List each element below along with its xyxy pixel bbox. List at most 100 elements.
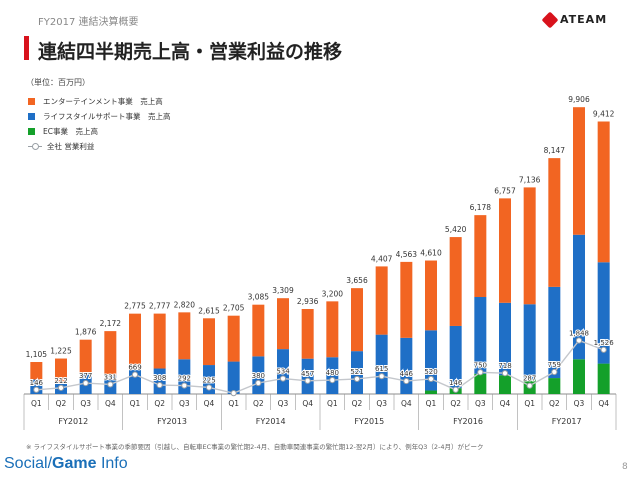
legend-item-ec: EC事業 売上高 bbox=[28, 124, 171, 139]
bar-segment-1-q12 bbox=[326, 357, 339, 394]
page-title: 連結四半期売上高・営業利益の推移 bbox=[38, 41, 343, 63]
bar-segment-1-q18 bbox=[474, 297, 487, 374]
total-label: 3,309 bbox=[272, 286, 294, 295]
bar-segment-1-q19 bbox=[499, 302, 511, 376]
bar-segment-2-q0 bbox=[30, 362, 43, 380]
operating-profit-label: 212 bbox=[54, 377, 67, 385]
quarter-tick-label: Q3 bbox=[278, 399, 289, 408]
bar-segment-2-q16 bbox=[425, 260, 437, 331]
total-label: 8,147 bbox=[544, 146, 566, 155]
bar-segment-1-q20 bbox=[523, 304, 536, 380]
operating-profit-point bbox=[107, 381, 114, 388]
bar-segment-2-q7 bbox=[203, 318, 215, 366]
operating-profit-label: 446 bbox=[400, 370, 414, 378]
fiscal-year-label: FY2013 bbox=[157, 417, 187, 426]
operating-profit-point bbox=[477, 369, 484, 376]
operating-profit-point bbox=[403, 377, 410, 385]
legend-label: 全社 営業利益 bbox=[47, 142, 95, 151]
operating-profit-label: 759 bbox=[548, 361, 561, 369]
total-label: 4,407 bbox=[371, 254, 393, 263]
legend-swatch bbox=[28, 98, 35, 105]
bar-segment-2-q21 bbox=[548, 158, 561, 287]
quarter-tick-label: Q2 bbox=[253, 399, 264, 408]
operating-profit-label: 146 bbox=[449, 379, 463, 387]
bar-segment-0-q16 bbox=[425, 390, 437, 394]
operating-profit-point bbox=[230, 390, 237, 397]
operating-profit-point bbox=[329, 377, 336, 384]
operating-profit-label: 521 bbox=[350, 368, 363, 376]
bar-segment-1-q16 bbox=[425, 330, 437, 391]
quarter-tick-label: Q2 bbox=[450, 399, 461, 408]
quarter-tick-label: Q3 bbox=[376, 399, 387, 408]
operating-profit-label: 520 bbox=[424, 368, 437, 376]
operating-profit-label: 669 bbox=[128, 364, 141, 372]
quarter-tick-label: Q4 bbox=[204, 399, 215, 408]
operating-profit-label: 480 bbox=[326, 369, 339, 377]
legend-item-lifestyle: ライフスタイルサポート事業 売上高 bbox=[28, 109, 171, 124]
operating-profit-point bbox=[279, 375, 287, 382]
operating-profit-point bbox=[255, 379, 262, 387]
operating-profit-label: 380 bbox=[252, 372, 265, 380]
bar-segment-2-q9 bbox=[252, 304, 265, 357]
total-label: 1,225 bbox=[50, 347, 72, 356]
operating-profit-point bbox=[205, 384, 213, 391]
title-accent-bar bbox=[24, 36, 29, 60]
legend-item-entertainment: エンターテインメント事業 売上高 bbox=[28, 94, 171, 109]
quarter-tick-label: Q1 bbox=[130, 399, 141, 408]
bar-segment-2-q2 bbox=[79, 339, 92, 374]
bar-segment-2-q8 bbox=[227, 315, 240, 362]
operating-profit-label: 718 bbox=[498, 362, 511, 370]
operating-profit-point bbox=[304, 377, 311, 384]
quarter-tick-label: Q2 bbox=[352, 399, 363, 408]
bar-segment-2-q19 bbox=[499, 198, 511, 303]
page-number: 8 bbox=[622, 462, 628, 472]
total-label: 6,178 bbox=[470, 203, 492, 212]
operating-profit-label: 146 bbox=[30, 379, 44, 387]
operating-profit-label: 615 bbox=[375, 365, 388, 373]
bar-segment-1-q10 bbox=[277, 349, 289, 394]
bar-segment-2-q23 bbox=[597, 121, 610, 263]
logo-text: ATEAM bbox=[560, 13, 608, 26]
legend-item-operating-profit: 全社 営業利益 bbox=[28, 139, 171, 154]
fiscal-year-label: FY2012 bbox=[58, 417, 88, 426]
quarter-tick-label: Q4 bbox=[500, 399, 511, 408]
footnote: ※ ライフスタイルサポート事業の季節要因（引越し、自転車EC事業の繁忙期2-4月… bbox=[26, 443, 484, 451]
bar-segment-1-q8 bbox=[227, 361, 240, 394]
legend-line-marker bbox=[28, 143, 42, 150]
total-label: 2,615 bbox=[198, 306, 220, 315]
operating-profit-point bbox=[600, 346, 607, 353]
bar-segment-0-q22 bbox=[573, 359, 585, 394]
bar-segment-1-q5 bbox=[153, 368, 166, 394]
quarter-tick-label: Q4 bbox=[302, 399, 313, 408]
total-label: 2,775 bbox=[124, 302, 146, 311]
quarter-tick-label: Q1 bbox=[228, 399, 239, 408]
quarter-tick-label: Q3 bbox=[80, 399, 91, 408]
legend-swatch bbox=[28, 113, 35, 120]
bar-segment-2-q11 bbox=[301, 308, 314, 359]
brand-middle: / bbox=[47, 455, 53, 472]
bar-segment-2-q22 bbox=[573, 107, 585, 235]
quarter-tick-label: Q2 bbox=[549, 399, 560, 408]
bar-segment-1-q13 bbox=[351, 351, 363, 394]
total-label: 3,200 bbox=[322, 289, 344, 298]
total-label: 3,656 bbox=[346, 276, 368, 285]
bar-segment-1-q23 bbox=[597, 262, 610, 364]
quarter-tick-label: Q2 bbox=[56, 399, 67, 408]
operating-profit-point bbox=[501, 370, 509, 377]
total-label: 7,136 bbox=[519, 175, 541, 184]
unit-label: （単位：百万円） bbox=[26, 78, 90, 87]
fiscal-year-label: FY2014 bbox=[256, 417, 286, 426]
section-label: FY2017 連結決算概要 bbox=[38, 17, 139, 28]
bar-segment-2-q1 bbox=[55, 358, 67, 382]
operating-profit-label: 457 bbox=[301, 370, 314, 378]
fiscal-year-label: FY2016 bbox=[453, 417, 483, 426]
total-label: 6,757 bbox=[494, 186, 516, 195]
quarter-tick-label: Q3 bbox=[574, 399, 585, 408]
total-label: 3,085 bbox=[248, 293, 270, 302]
total-label: 1,876 bbox=[75, 328, 97, 337]
operating-profit-label: 534 bbox=[276, 368, 290, 376]
fiscal-year-label: FY2017 bbox=[552, 417, 582, 426]
operating-profit-label: 308 bbox=[153, 374, 166, 382]
bar-segment-2-q20 bbox=[523, 187, 536, 305]
